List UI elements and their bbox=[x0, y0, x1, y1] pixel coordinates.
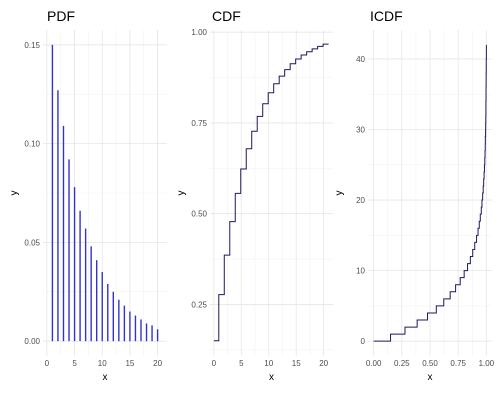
icdf-step-line bbox=[373, 44, 487, 342]
x-tick-label: 15 bbox=[292, 359, 301, 368]
x-tick-label: 20 bbox=[153, 359, 162, 368]
cdf-panel: 0 5 10 15 20 0.25 0.50 0.75 1.00 CDF x y bbox=[176, 8, 333, 383]
x-tick-label: 1.00 bbox=[479, 359, 495, 368]
y-axis-title: y bbox=[9, 191, 20, 196]
x-tick-label: 0.50 bbox=[422, 359, 438, 368]
x-tick-label: 0 bbox=[212, 359, 217, 368]
y-tick-label: 0.15 bbox=[24, 41, 40, 50]
y-tick-label: 10 bbox=[356, 267, 365, 276]
chart-title: PDF bbox=[47, 8, 75, 24]
y-tick-label: 0.10 bbox=[24, 140, 40, 149]
x-axis-title: x bbox=[103, 372, 108, 383]
x-tick-label: 0 bbox=[45, 359, 50, 368]
y-tick-label: 0.50 bbox=[191, 210, 207, 219]
x-tick-label: 10 bbox=[264, 359, 273, 368]
x-tick-label: 0.00 bbox=[366, 359, 382, 368]
pdf-panel: 0 5 10 15 20 0.00 0.05 0.10 0.15 PDF x y bbox=[9, 8, 167, 383]
y-tick-label: 20 bbox=[356, 196, 365, 205]
x-tick-label: 5 bbox=[239, 359, 244, 368]
y-tick-label: 1.00 bbox=[191, 28, 207, 37]
y-tick-label: 40 bbox=[356, 55, 365, 64]
x-tick-label: 15 bbox=[125, 359, 134, 368]
x-tick-label: 10 bbox=[98, 359, 107, 368]
x-tick-label: 0.25 bbox=[394, 359, 410, 368]
y-tick-label: 0 bbox=[361, 337, 366, 346]
y-tick-label: 0.75 bbox=[191, 119, 207, 128]
x-axis-title: x bbox=[428, 372, 433, 383]
icdf-panel: 0.00 0.25 0.50 0.75 1.00 0 10 20 30 40 ICDF x y bbox=[334, 8, 495, 383]
y-tick-label: 30 bbox=[356, 125, 365, 134]
x-tick-label: 20 bbox=[319, 359, 328, 368]
x-tick-label: 0.75 bbox=[450, 359, 466, 368]
x-axis-title: x bbox=[269, 372, 274, 383]
chart-title: ICDF bbox=[370, 8, 403, 24]
cdf-step-line bbox=[213, 43, 329, 342]
x-tick-label: 5 bbox=[72, 359, 77, 368]
y-tick-label: 0.05 bbox=[24, 238, 40, 247]
y-tick-label: 0.00 bbox=[24, 337, 40, 346]
y-axis-title: y bbox=[176, 191, 187, 196]
y-axis-title: y bbox=[334, 191, 345, 196]
y-tick-label: 0.25 bbox=[191, 300, 207, 309]
chart-title: CDF bbox=[212, 8, 241, 24]
